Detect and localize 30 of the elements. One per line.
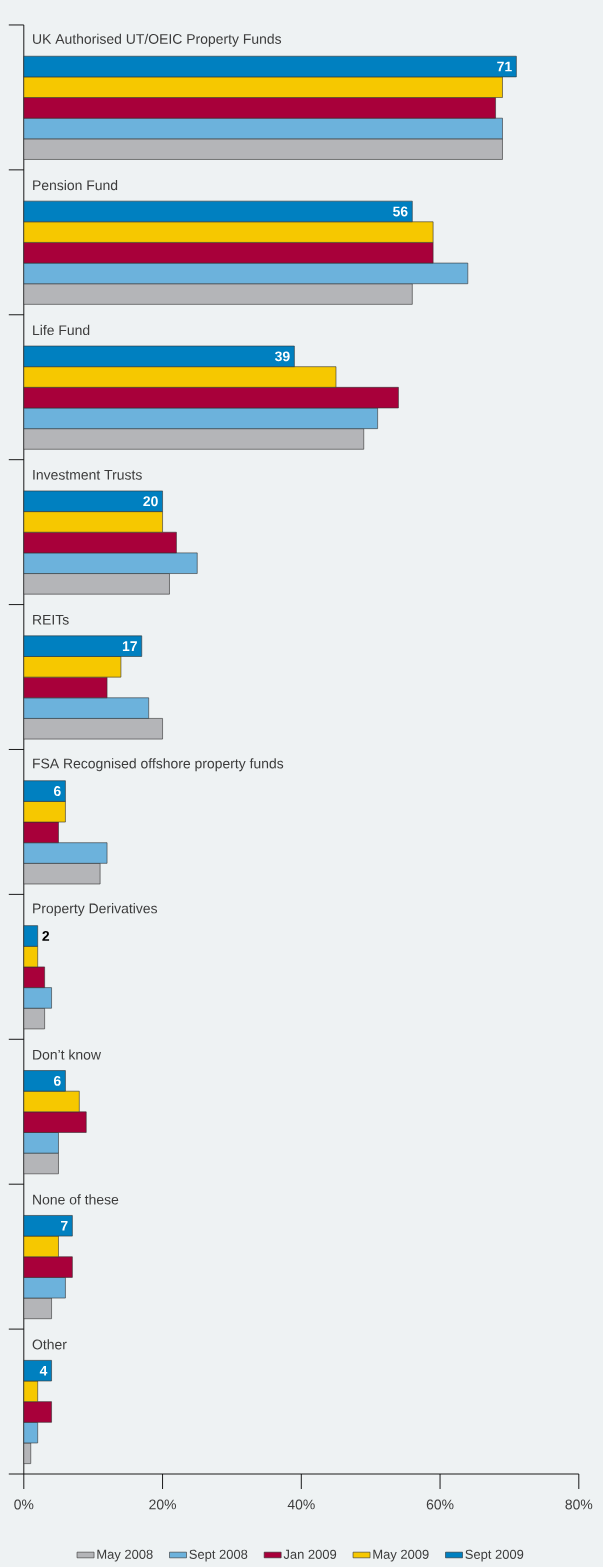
y-tick-label: REITs (33, 614, 69, 625)
x-tick-label: 0% (14, 1499, 34, 1510)
legend-label: Sept 2008 (189, 1549, 248, 1562)
data-label: 2 (42, 931, 50, 941)
data-label: 7 (61, 1220, 68, 1231)
data-label: 20 (143, 496, 158, 507)
legend-label: May 2009 (373, 1549, 429, 1562)
y-tick-label: Life Fund (33, 324, 90, 336)
data-label: 6 (53, 1075, 61, 1086)
data-label: 56 (393, 206, 408, 217)
y-tick-label: Property Derivatives (33, 903, 158, 917)
y-tick-label: Don’t know (33, 1049, 102, 1060)
y-tick-label: UK Authorised UT/OEIC Property Funds (33, 33, 282, 47)
y-tick-label: Pension Fund (33, 179, 118, 191)
y-tick-label: None of these (33, 1194, 119, 1205)
data-label: 39 (274, 351, 290, 362)
y-tick-label: Investment Trusts (33, 470, 142, 480)
data-label: 6 (53, 786, 61, 797)
data-label: 4 (39, 1365, 48, 1376)
x-tick-label: 20% (149, 1499, 177, 1510)
legend-label: May 2008 (97, 1549, 153, 1562)
legend-label: Sept 2009 (465, 1549, 524, 1562)
x-tick-label: 80% (565, 1499, 593, 1510)
legend-label: Jan 2009 (283, 1549, 337, 1559)
y-tick-label: Other (32, 1339, 67, 1350)
data-label: 17 (122, 641, 137, 651)
x-tick-label: 40% (287, 1499, 315, 1510)
x-tick-label: 60% (426, 1499, 454, 1510)
data-label: 71 (497, 61, 512, 72)
y-tick-label: FSA Recognised offshore property funds (33, 758, 284, 772)
